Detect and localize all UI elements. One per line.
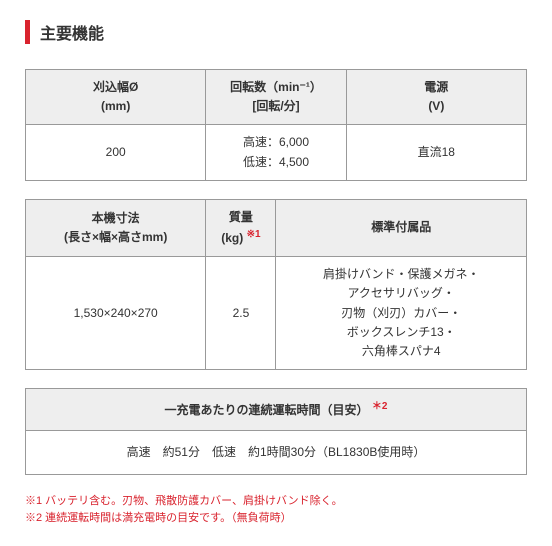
- note-marker-1: ※1: [247, 229, 261, 240]
- t1-h1: 回転数（min⁻¹）[回転/分]: [206, 70, 346, 125]
- t1-c0: 200: [26, 125, 206, 180]
- spec-table-2: 本機寸法(長さ×幅×高さmm) 質量(kg) ※1 標準付属品 1,530×24…: [25, 199, 527, 370]
- t2-h1: 質量(kg) ※1: [206, 199, 276, 256]
- footnote-1: ※1 バッテリ含む。刃物、飛散防護カバー、肩掛けバンド除く。: [25, 493, 527, 510]
- t3-h: 一充電あたりの連続運転時間（目安） ＊2: [26, 389, 527, 431]
- footnote-2: ※2 連続運転時間は満充電時の目安です。（無負荷時）: [25, 510, 527, 527]
- t2-c1: 2.5: [206, 257, 276, 370]
- t1-c2: 直流18: [346, 125, 526, 180]
- t2-h0: 本機寸法(長さ×幅×高さmm): [26, 199, 206, 256]
- t3-h-text: 一充電あたりの連続運転時間（目安）: [165, 403, 369, 417]
- note-marker-2: ＊2: [372, 401, 388, 412]
- t1-h0: 刈込幅Ø(mm): [26, 70, 206, 125]
- spec-table-3: 一充電あたりの連続運転時間（目安） ＊2 高速 約51分 低速 約1時間30分（…: [25, 388, 527, 475]
- spec-table-1: 刈込幅Ø(mm) 回転数（min⁻¹）[回転/分] 電源(V) 200 高速：6…: [25, 69, 527, 181]
- t2-c0: 1,530×240×270: [26, 257, 206, 370]
- t1-h2: 電源(V): [346, 70, 526, 125]
- footnotes: ※1 バッテリ含む。刃物、飛散防護カバー、肩掛けバンド除く。 ※2 連続運転時間…: [25, 493, 527, 526]
- section-title: 主要機能: [25, 20, 527, 44]
- t3-c: 高速 約51分 低速 約1時間30分（BL1830B使用時）: [26, 431, 527, 475]
- t1-c1: 高速：6,000低速：4,500: [206, 125, 346, 180]
- t2-h2: 標準付属品: [276, 199, 527, 256]
- t2-c2: 肩掛けバンド・保護メガネ・アクセサリバッグ・刃物（刈刃）カバー・ボックスレンチ1…: [276, 257, 527, 370]
